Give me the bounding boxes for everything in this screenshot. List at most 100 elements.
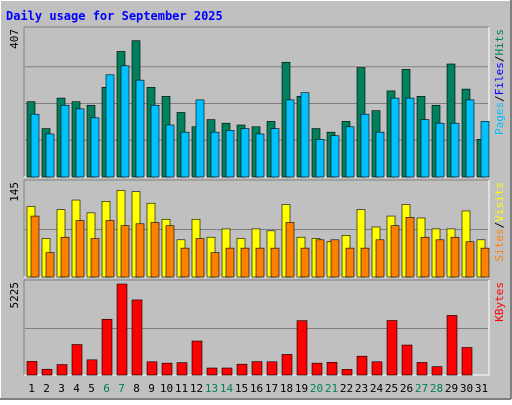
bar-pages: [135, 79, 145, 178]
day-label: 23: [355, 382, 368, 395]
day-label: 29: [445, 382, 458, 395]
bar-kbytes: [281, 354, 293, 376]
day-label: 9: [148, 382, 155, 395]
bar-pages: [120, 65, 130, 178]
bar-sites: [75, 220, 85, 278]
bar-kbytes: [371, 361, 383, 376]
bar-sites: [420, 236, 430, 278]
bar-pages: [435, 122, 445, 178]
bar-pages: [300, 92, 310, 178]
legend-part: /: [493, 56, 506, 63]
bar-kbytes: [86, 359, 98, 376]
bar-sites: [240, 247, 250, 278]
bar-kbytes: [41, 368, 53, 376]
day-label: 20: [310, 382, 323, 395]
chart-title: Daily usage for September 2025: [6, 9, 223, 23]
day-axis-labels: 1 2 3 4 5 6 7 8 9 10 11 12 13 14 15 16 17 18 19 20 21 22 23 24 2…: [28, 382, 488, 395]
bar-sites: [270, 247, 280, 278]
bar-pages: [390, 97, 400, 178]
bar-kbytes: [161, 362, 173, 376]
bar-pages: [210, 131, 220, 178]
day-label: 19: [295, 382, 308, 395]
legend-part: /: [493, 95, 506, 102]
day-label: 1: [28, 382, 35, 395]
bar-pages: [60, 104, 70, 178]
bar-sites: [480, 247, 490, 278]
y-max-label: 407: [8, 29, 21, 49]
series-legend: KBytes: [493, 282, 506, 322]
bar-pages: [360, 113, 370, 178]
bar-pages: [45, 133, 55, 178]
day-label: 7: [118, 382, 125, 395]
bar-sites: [120, 225, 130, 278]
bar-sites: [435, 239, 445, 278]
day-label: 30: [460, 382, 473, 395]
day-label: 11: [175, 382, 188, 395]
bar-kbytes: [251, 361, 263, 376]
bar-kbytes: [311, 362, 323, 376]
legend-part: Files: [493, 62, 506, 95]
bar-pages: [225, 130, 235, 178]
bar-sites: [30, 215, 40, 278]
bar-kbytes: [191, 340, 203, 376]
bar-kbytes: [56, 364, 68, 376]
bar-pages: [90, 117, 100, 178]
bar-sites: [315, 239, 325, 278]
bar-kbytes: [206, 367, 218, 376]
day-label: 25: [385, 382, 398, 395]
bar-sites: [135, 223, 145, 278]
day-label: 24: [370, 382, 384, 395]
bar-pages: [180, 131, 190, 178]
day-label: 2: [43, 382, 50, 395]
bar-pages: [345, 126, 355, 178]
bar-sites: [180, 247, 190, 278]
bar-pages: [405, 97, 415, 178]
bar-kbytes: [401, 344, 413, 376]
bar-kbytes: [356, 355, 368, 376]
bar-sites: [210, 252, 220, 278]
day-label: 10: [160, 382, 173, 395]
day-label: 3: [58, 382, 65, 395]
bar-pages: [75, 108, 85, 178]
day-label: 6: [103, 382, 110, 395]
bar-sites: [375, 239, 385, 278]
bar-sites: [465, 241, 475, 278]
bar-pages: [315, 139, 325, 178]
day-label: 18: [280, 382, 293, 395]
day-label: 22: [340, 382, 353, 395]
bar-kbytes: [221, 367, 233, 376]
legend-part: Hits: [493, 29, 506, 56]
bar-kbytes: [101, 318, 113, 376]
bar-sites: [405, 217, 415, 278]
day-label: 12: [190, 382, 203, 395]
bar-pages: [450, 122, 460, 178]
bar-sites: [90, 238, 100, 278]
bar-sites: [390, 225, 400, 278]
bar-pages: [240, 128, 250, 178]
bar-sites: [450, 236, 460, 278]
bar-pages: [195, 99, 205, 178]
bar-pages: [270, 128, 280, 178]
day-label: 5: [88, 382, 95, 395]
bar-kbytes: [176, 362, 188, 376]
day-label: 15: [235, 382, 248, 395]
y-max-label: 145: [8, 182, 21, 202]
bar-pages: [465, 99, 475, 178]
bar-sites: [60, 236, 70, 278]
bar-pages: [105, 74, 115, 178]
bar-sites: [360, 247, 370, 278]
bar-kbytes: [461, 347, 473, 376]
bar-pages: [480, 121, 490, 178]
bar-kbytes: [116, 283, 128, 376]
day-label: 27: [415, 382, 428, 395]
day-label: 28: [430, 382, 443, 395]
bar-pages: [255, 133, 265, 178]
legend-part: KBytes: [493, 282, 506, 322]
bar-sites: [225, 247, 235, 278]
bar-kbytes: [416, 362, 428, 376]
legend-part: Visits: [493, 182, 506, 222]
bar-kbytes: [236, 363, 248, 376]
panel-kbytes: 5225 KBytes: [8, 279, 506, 376]
